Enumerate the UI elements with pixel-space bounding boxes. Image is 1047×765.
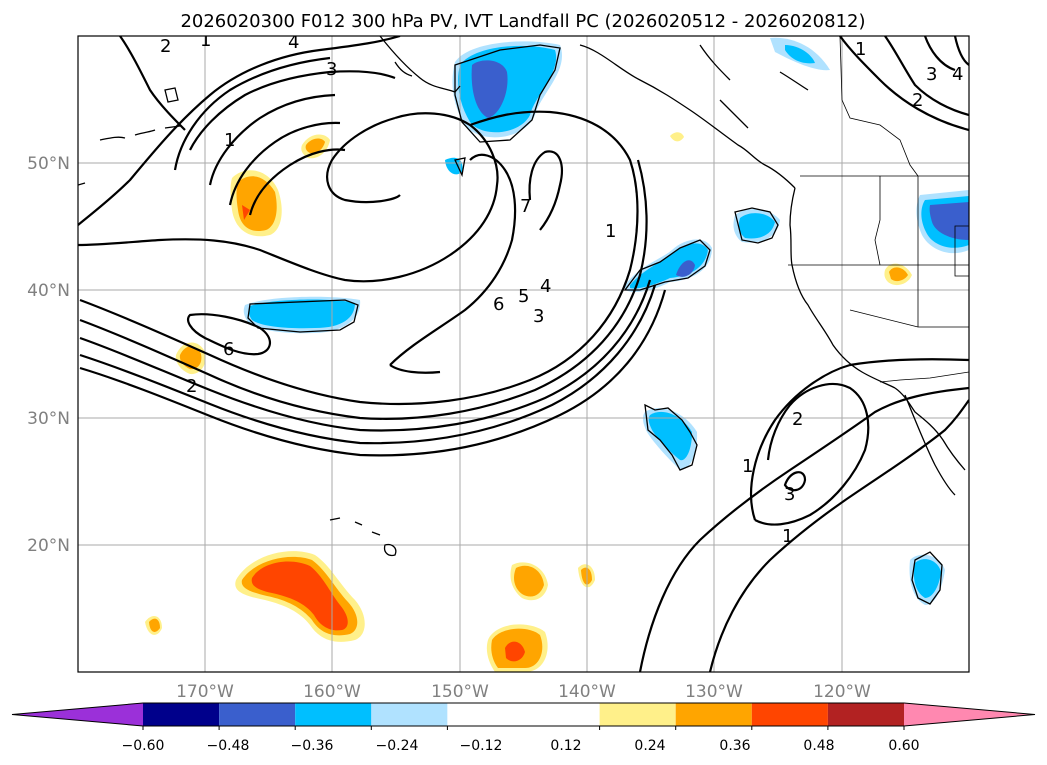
map-frame [77,35,970,673]
colorbar [11,702,1036,730]
colorbar-swatch [295,703,372,726]
colorbar-tick-label: 0.48 [803,738,834,754]
pv-contours [78,36,969,672]
colorbar-tick-label: −0.12 [460,738,503,754]
contour-label: 3 [326,59,337,80]
colorbar-tick-label: −0.48 [207,738,250,754]
colorbar-swatch [447,703,600,726]
coastlines [78,36,966,605]
colorbar-tick-label: −0.24 [376,738,419,754]
y-axis: 50°N 40°N 30°N 20°N [27,154,70,556]
contour-label: 4 [952,64,963,85]
contour-label: 2 [160,36,171,57]
colorbar-tick-label: 0.24 [634,738,665,754]
colorbar-tick-label: 0.36 [719,738,750,754]
contour-label: 3 [926,64,937,85]
contour-label: 6 [493,294,504,315]
map-panel: 2 1 4 3 1 2 3 4 1 7 1 6 5 4 3 6 2 2 1 3 … [78,30,969,672]
colorbar-tick-label: −0.60 [122,738,165,754]
contour-label: 1 [605,221,616,242]
y-tick-label: 50°N [27,154,70,174]
contour-label: 1 [742,456,753,477]
y-tick-label: 30°N [27,409,70,429]
y-tick-label: 40°N [27,281,70,301]
contour-label: 1 [224,130,235,151]
x-tick-label: 150°W [431,682,489,702]
contour-label: 2 [912,90,923,111]
contour-label: 2 [792,409,803,430]
contour-label: 1 [782,526,793,547]
x-tick-label: 140°W [558,682,616,702]
colorbar-swatch [751,703,828,726]
contour-label: 4 [288,32,299,53]
contour-labels: 2 1 4 3 1 2 3 4 1 7 1 6 5 4 3 6 2 2 1 3 … [160,30,963,547]
x-tick-label: 160°W [303,682,361,702]
x-tick-label: 130°W [685,682,743,702]
colorbar-swatch [675,703,752,726]
contour-label: 3 [533,306,544,327]
contour-label: 6 [223,339,234,360]
colorbar-swatch [143,703,220,726]
colorbar-tick-label: 0.12 [550,738,581,754]
colorbar-extension-min [12,703,143,726]
colorbar-swatch [599,703,676,726]
colorbar-swatch [219,703,296,726]
x-tick-label: 120°W [813,682,871,702]
contour-label: 2 [186,376,197,397]
colorbar-tick-labels: −0.60 −0.48 −0.36 −0.24 −0.12 0.12 0.24 … [122,738,920,754]
graticule [78,36,969,672]
contour-label: 7 [520,196,531,217]
colorbar-extension-max [904,703,1035,726]
chart-title: 2026020300 F012 300 hPa PV, IVT Landfall… [180,11,865,32]
colorbar-swatch [827,703,904,726]
political-boundaries [788,36,969,383]
contour-label: 1 [200,30,211,51]
contour-label: 1 [855,39,866,60]
x-tick-label: 170°W [176,682,234,702]
contour-label: 3 [784,484,795,505]
colorbar-swatch [371,703,448,726]
colorbar-tick-label: −0.36 [291,738,334,754]
y-tick-label: 20°N [27,536,70,556]
contour-label: 5 [518,286,529,307]
contour-label: 4 [540,276,551,297]
x-axis: 170°W 160°W 150°W 140°W 130°W 120°W [176,682,871,702]
colorbar-tick-label: 0.60 [888,738,919,754]
